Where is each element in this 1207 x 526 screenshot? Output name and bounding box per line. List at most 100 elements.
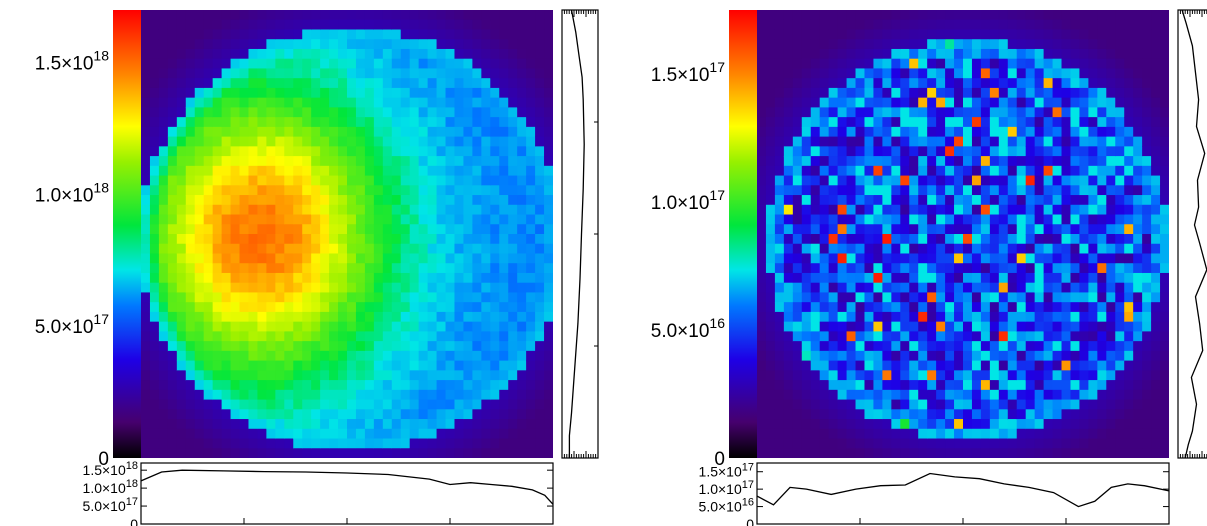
heatmap-cell xyxy=(1115,350,1125,362)
heatmap-cell xyxy=(338,311,348,323)
heatmap-cell xyxy=(454,68,465,79)
heatmap-cell xyxy=(409,117,420,128)
heatmap-cell xyxy=(918,117,928,128)
heatmap-cell xyxy=(1097,321,1107,332)
heatmap-cell xyxy=(302,224,312,235)
heatmap-cell xyxy=(927,389,937,401)
heatmap-cell xyxy=(936,68,946,79)
heatmap-cell xyxy=(212,58,223,70)
heatmap-cell xyxy=(757,360,767,371)
heatmap-cell xyxy=(445,175,456,186)
heatmap-cell xyxy=(409,126,420,138)
heatmap-cell xyxy=(239,272,250,284)
heatmap-cell xyxy=(364,370,375,381)
heatmap-cell xyxy=(409,282,420,294)
heatmap-cell xyxy=(1079,350,1089,362)
heatmap-cell xyxy=(774,39,785,50)
heatmap-cell xyxy=(1160,370,1169,381)
heatmap-cell xyxy=(185,292,196,303)
heatmap-cell xyxy=(409,214,420,225)
heatmap-cell xyxy=(927,78,937,89)
heatmap-cell xyxy=(355,409,366,420)
heatmap-cell xyxy=(490,39,500,50)
heatmap-cell xyxy=(837,185,848,196)
heatmap-cell xyxy=(373,185,384,196)
heatmap-cell xyxy=(846,156,857,167)
heatmap-cell xyxy=(792,409,803,420)
heatmap-cell xyxy=(275,204,285,216)
heatmap-cell xyxy=(873,350,883,362)
heatmap-cell xyxy=(765,58,776,70)
heatmap-cell xyxy=(203,19,214,31)
heatmap-cell xyxy=(1151,448,1161,458)
heatmap-cell xyxy=(221,428,232,440)
heatmap-cell xyxy=(347,302,357,313)
heatmap-cell xyxy=(945,448,955,458)
heatmap-cell xyxy=(194,204,205,216)
heatmap-cell xyxy=(1025,185,1036,196)
heatmap-cell xyxy=(980,282,991,294)
heatmap-cell xyxy=(936,58,946,70)
heatmap-cell xyxy=(810,136,821,147)
horizontal-profile-line-right xyxy=(756,472,1170,508)
heatmap-cell xyxy=(391,448,402,458)
heatmap-cell xyxy=(239,253,250,264)
heatmap-cell xyxy=(158,117,169,128)
heatmap-cell xyxy=(481,39,491,50)
heatmap-cell xyxy=(436,321,447,332)
heatmap-cell xyxy=(284,438,294,449)
heatmap-cell xyxy=(472,204,482,216)
heatmap-cell xyxy=(257,448,267,458)
heatmap-cell xyxy=(1061,204,1072,216)
heatmap-cell xyxy=(1115,292,1125,303)
heatmap-cell xyxy=(963,321,973,332)
heatmap-cell xyxy=(472,448,482,458)
heatmap-cell xyxy=(382,29,393,40)
heatmap-cell xyxy=(1079,253,1089,264)
heatmap-cell xyxy=(364,87,375,99)
heatmap-cell xyxy=(801,331,812,342)
heatmap-cell xyxy=(998,204,1009,216)
heatmap-cell xyxy=(194,165,205,177)
heatmap-cell xyxy=(954,224,964,235)
heatmap-cell xyxy=(418,214,429,225)
heatmap-cell xyxy=(275,156,285,167)
heatmap-cell xyxy=(230,78,241,89)
heatmap-cell xyxy=(248,341,259,352)
heatmap-cell xyxy=(230,156,241,167)
heatmap-cell xyxy=(1043,78,1054,89)
heatmap-cell xyxy=(945,321,955,332)
heatmap-cell xyxy=(248,117,259,128)
heatmap-cell xyxy=(329,10,339,21)
heatmap-cell xyxy=(989,282,1000,294)
heatmap-cell xyxy=(1052,126,1063,138)
heatmap-cell xyxy=(338,331,348,342)
heatmap-cell xyxy=(810,126,821,138)
heatmap-cell xyxy=(329,58,339,70)
heatmap-cell xyxy=(490,389,500,401)
heatmap-cell xyxy=(409,360,420,371)
heatmap-cell xyxy=(945,165,955,177)
heatmap-cell xyxy=(828,350,839,362)
heatmap-cell xyxy=(248,234,259,245)
heatmap-cell xyxy=(765,292,776,303)
heatmap-cell xyxy=(837,107,848,118)
heatmap-cell xyxy=(774,292,785,303)
heatmap-cell xyxy=(1007,428,1018,440)
heatmap-cell xyxy=(436,399,447,410)
heatmap-cell xyxy=(347,389,357,401)
heatmap-cell xyxy=(918,175,928,186)
heatmap-cell xyxy=(828,263,839,274)
heatmap-cell xyxy=(891,263,901,274)
heatmap-cell xyxy=(963,311,973,323)
heatmap-cell xyxy=(792,243,803,255)
heatmap-cell xyxy=(499,175,509,186)
heatmap-cell xyxy=(445,321,456,332)
heatmap-cell xyxy=(320,165,330,177)
heatmap-cell xyxy=(544,126,553,138)
heatmap-cell xyxy=(230,360,241,371)
heatmap-cell xyxy=(1025,243,1036,255)
heatmap-cell xyxy=(149,263,160,274)
heatmap-cell xyxy=(248,448,259,458)
heatmap-cell xyxy=(873,302,883,313)
